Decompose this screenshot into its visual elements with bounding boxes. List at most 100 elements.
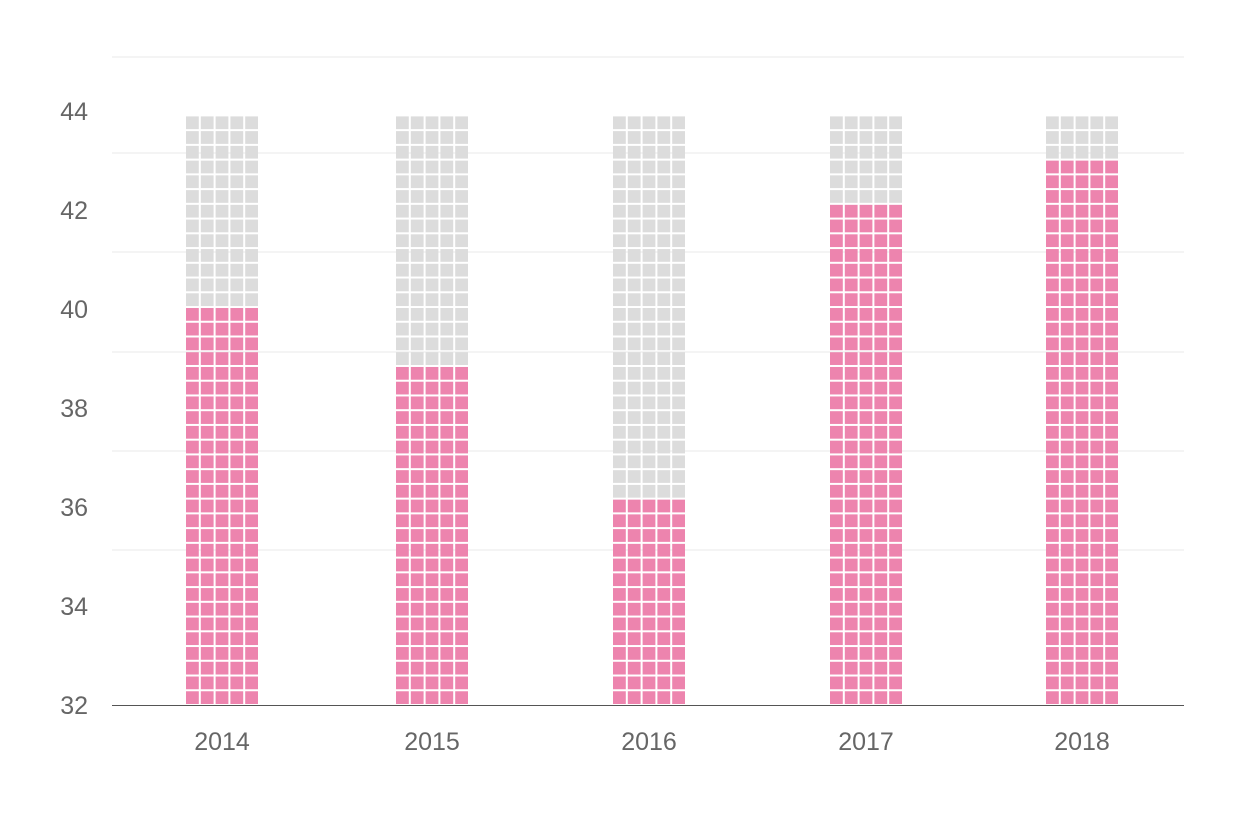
bar-cell-filled bbox=[889, 308, 902, 321]
bar-cell-empty bbox=[440, 337, 454, 351]
bar-cell-filled bbox=[186, 647, 199, 660]
bar-cell-filled bbox=[230, 322, 244, 336]
bar-cell-filled bbox=[1046, 160, 1059, 174]
bar-cell-filled bbox=[1075, 278, 1089, 292]
bar-cell-filled bbox=[613, 529, 626, 542]
bar-cell-empty bbox=[889, 116, 902, 130]
bar-cell-filled bbox=[844, 337, 858, 351]
bar-cell-filled bbox=[186, 617, 199, 631]
bar-cell-filled bbox=[186, 352, 199, 365]
bar-cell-empty bbox=[657, 337, 671, 351]
bar-cell-empty bbox=[455, 337, 468, 351]
bar-cell-filled bbox=[425, 366, 439, 380]
bar-cell-filled bbox=[1060, 514, 1074, 528]
bar-cell-empty bbox=[440, 234, 454, 248]
bar-cell-filled bbox=[200, 366, 214, 380]
bar-cell-filled bbox=[1060, 647, 1074, 660]
bar-cell-empty bbox=[889, 175, 902, 189]
bar-cell-empty bbox=[396, 322, 409, 336]
bar-cell-empty bbox=[642, 190, 656, 203]
bar-cell-filled bbox=[1105, 219, 1118, 233]
bar-cell-filled bbox=[230, 381, 244, 395]
bar-cell-filled bbox=[186, 514, 199, 528]
bar-cell-filled bbox=[440, 558, 454, 572]
bar-cell-empty bbox=[642, 219, 656, 233]
bar-cell-empty bbox=[642, 204, 656, 218]
bar-cell-filled bbox=[874, 411, 888, 424]
bar-cell-filled bbox=[1090, 308, 1104, 321]
bar-cell-filled bbox=[1090, 676, 1104, 690]
bar-cell-filled bbox=[215, 588, 229, 601]
bar-cell-filled bbox=[874, 278, 888, 292]
bar-cell-filled bbox=[1090, 529, 1104, 542]
bar-cell-filled bbox=[830, 661, 843, 675]
bar-cell-filled bbox=[1060, 204, 1074, 218]
bar-cell-filled bbox=[396, 617, 409, 631]
bar-cell-filled bbox=[215, 322, 229, 336]
bar-cell-filled bbox=[215, 676, 229, 690]
bar-cell-filled bbox=[874, 396, 888, 410]
bar-cell-empty bbox=[657, 470, 671, 483]
bar-cell-filled bbox=[657, 573, 671, 587]
bar-cell-filled bbox=[396, 455, 409, 469]
bar-cell-filled bbox=[672, 676, 685, 690]
bar-cell-filled bbox=[830, 455, 843, 469]
bar-cell-empty bbox=[396, 145, 409, 159]
bar-cell-filled bbox=[425, 676, 439, 690]
bar-cell-filled bbox=[830, 293, 843, 307]
bar-cell-filled bbox=[200, 647, 214, 660]
bar-cell-empty bbox=[425, 145, 439, 159]
bar-cell-filled bbox=[425, 396, 439, 410]
bar-cell-filled bbox=[230, 337, 244, 351]
bar-cell-filled bbox=[455, 558, 468, 572]
bar-cell-filled bbox=[200, 558, 214, 572]
bar-cell-filled bbox=[657, 499, 671, 513]
bar-cell-filled bbox=[1075, 661, 1089, 675]
bar-cell-empty bbox=[642, 278, 656, 292]
x-tick-label: 2018 bbox=[1054, 728, 1110, 756]
bar-cell-filled bbox=[200, 661, 214, 675]
bar-cell-filled bbox=[425, 691, 439, 704]
bar-cell-filled bbox=[396, 676, 409, 690]
bar-cell-filled bbox=[230, 617, 244, 631]
bar-cell-filled bbox=[396, 661, 409, 675]
bar-cell-empty bbox=[874, 175, 888, 189]
bar-cell-empty bbox=[440, 263, 454, 277]
bar-cell-empty bbox=[627, 234, 641, 248]
bar-cell-filled bbox=[1046, 204, 1059, 218]
bar-cell-empty bbox=[642, 175, 656, 189]
bar-cell-filled bbox=[844, 529, 858, 542]
bar-cell-filled bbox=[440, 381, 454, 395]
bar-cell-empty bbox=[425, 219, 439, 233]
bar-cell-empty bbox=[642, 396, 656, 410]
bar-cell-empty bbox=[200, 190, 214, 203]
bar-cell-filled bbox=[844, 661, 858, 675]
bar-cell-empty bbox=[627, 484, 641, 498]
bars-layer bbox=[186, 116, 1118, 704]
bar-cell-empty bbox=[657, 131, 671, 144]
bar-cell-empty bbox=[627, 308, 641, 321]
bar-cell-filled bbox=[889, 234, 902, 248]
bar-cell-filled bbox=[440, 573, 454, 587]
x-tick-label: 2017 bbox=[838, 728, 894, 756]
bar-cell-filled bbox=[642, 647, 656, 660]
bar-cell-empty bbox=[672, 455, 685, 469]
bar-cell-empty bbox=[613, 249, 626, 262]
bar-cell-filled bbox=[613, 573, 626, 587]
bar-cell-filled bbox=[1105, 352, 1118, 365]
bar-cell-empty bbox=[627, 263, 641, 277]
bar-cell-filled bbox=[200, 602, 214, 616]
bar-cell-filled bbox=[1046, 249, 1059, 262]
bar-cell-filled bbox=[396, 470, 409, 483]
bar-cell-filled bbox=[844, 411, 858, 424]
bar-cell-filled bbox=[1046, 573, 1059, 587]
bar-cell-filled bbox=[1075, 529, 1089, 542]
bar-cell-filled bbox=[200, 322, 214, 336]
bar-cell-empty bbox=[245, 293, 258, 307]
bar-cell-empty bbox=[230, 190, 244, 203]
bar-cell-filled bbox=[1046, 175, 1059, 189]
bar-cell-filled bbox=[1046, 558, 1059, 572]
bar-cell-empty bbox=[396, 175, 409, 189]
bar-cell-filled bbox=[1060, 366, 1074, 380]
bar-cell-empty bbox=[672, 440, 685, 454]
